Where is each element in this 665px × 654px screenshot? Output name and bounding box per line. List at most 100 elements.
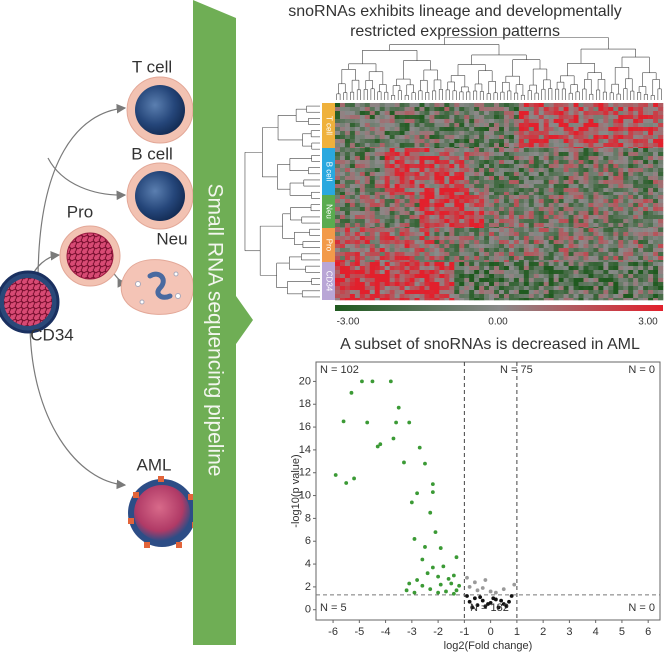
heatmap-cell <box>394 131 400 136</box>
heatmap-cell <box>503 270 510 275</box>
heatmap-cell <box>503 152 510 157</box>
heatmap-cell <box>638 282 644 287</box>
heatmap-cell <box>499 156 505 161</box>
heatmap-cell <box>653 184 659 189</box>
heatmap-cell <box>618 227 624 229</box>
heatmap-cell <box>449 244 455 249</box>
heatmap-cell <box>474 148 480 153</box>
heatmap-cell <box>543 172 549 177</box>
heatmap-cell <box>603 160 609 165</box>
heatmap-cell <box>494 188 500 193</box>
heatmap-cell <box>479 298 485 301</box>
heatmap-cell <box>335 127 341 132</box>
heatmap-cell <box>354 172 361 177</box>
heatmap-cell <box>583 203 589 208</box>
heatmap-cell <box>583 286 589 291</box>
heatmap-cell <box>384 211 390 216</box>
heatmap-cell <box>364 148 371 153</box>
heatmap-cell <box>543 290 549 295</box>
heatmap-cell <box>344 244 351 249</box>
heatmap-cell <box>394 156 400 161</box>
heatmap-cell <box>444 184 450 189</box>
heatmap-cell <box>653 199 659 204</box>
heatmap-cell <box>464 148 470 153</box>
heatmap-cell <box>419 248 425 253</box>
heatmap-cell <box>339 172 346 177</box>
heatmap-cell <box>593 236 599 241</box>
heatmap-cell <box>648 270 654 275</box>
heatmap-cell <box>583 172 589 177</box>
heatmap-cell <box>518 260 525 263</box>
heatmap-cell <box>578 286 584 291</box>
heatmap-cell <box>474 119 480 124</box>
heatmap-cell <box>494 180 500 185</box>
heatmap-cell <box>419 227 425 229</box>
heatmap-cell <box>648 135 654 140</box>
heatmap-cell <box>623 248 629 253</box>
heatmap-cell <box>518 256 525 261</box>
heatmap-cell <box>518 148 525 153</box>
heatmap-cell <box>568 123 574 128</box>
heatmap-cell <box>648 232 654 237</box>
heatmap-cell <box>374 115 381 120</box>
heatmap-cell <box>434 244 440 249</box>
heatmap-cell <box>444 223 450 228</box>
granule <box>139 299 145 305</box>
heatmap-cell <box>598 228 604 233</box>
heatmap-cell <box>563 160 569 165</box>
heatmap-cell <box>359 195 366 200</box>
heatmap-cell <box>643 147 649 149</box>
heatmap-cell <box>379 160 385 165</box>
heatmap-cell <box>648 195 654 200</box>
heatmap-cell <box>434 260 440 263</box>
heatmap-cell <box>419 127 425 132</box>
heatmap-cell <box>449 160 455 165</box>
x-tick-label: -5 <box>354 626 364 638</box>
heatmap-cell <box>588 176 594 181</box>
heatmap-cell <box>508 115 515 120</box>
heatmap-cell <box>543 236 549 241</box>
heatmap-cell <box>404 168 410 173</box>
heatmap-cell <box>608 131 614 136</box>
heatmap-cell <box>414 223 420 228</box>
heatmap-cell <box>389 176 395 181</box>
heatmap-cell <box>384 168 390 173</box>
heatmap-cell <box>384 260 390 263</box>
heatmap-cell <box>414 260 420 263</box>
heatmap-cell <box>489 131 495 136</box>
heatmap-cell <box>489 252 495 257</box>
data-point <box>491 596 496 601</box>
heatmap-cell <box>384 195 390 200</box>
heatmap-cell <box>518 298 525 301</box>
heatmap-cell <box>449 236 455 241</box>
heatmap-cell <box>518 195 525 200</box>
heatmap-cell <box>399 244 405 249</box>
heatmap-cell <box>479 176 485 181</box>
heatmap-cell <box>474 135 480 140</box>
heatmap-cell <box>409 152 415 157</box>
heatmap-cell <box>533 143 540 148</box>
heatmap-cell <box>469 115 475 120</box>
heatmap-cell <box>459 168 465 173</box>
heatmap-cell <box>444 180 450 185</box>
heatmap-cell <box>464 180 470 185</box>
heatmap-cell <box>578 139 584 144</box>
heatmap-cell <box>548 176 554 181</box>
heatmap-cell <box>364 223 371 228</box>
heatmap-cell <box>359 160 366 165</box>
heatmap-cell <box>638 274 644 279</box>
heatmap-cell <box>633 184 639 189</box>
heatmap-cell <box>344 188 351 193</box>
heatmap-cell <box>603 199 609 204</box>
data-point <box>391 436 396 441</box>
heatmap-cell <box>573 195 579 200</box>
heatmap-cell <box>568 244 574 249</box>
heatmap-cell <box>359 192 366 196</box>
heatmap-cell <box>364 227 371 229</box>
heatmap-cell <box>528 290 535 295</box>
heatmap-cell <box>344 278 351 283</box>
heatmap-cell <box>454 294 460 299</box>
heatmap-cell <box>588 282 594 287</box>
heatmap-cell <box>613 107 619 112</box>
heatmap-cell <box>459 223 465 228</box>
